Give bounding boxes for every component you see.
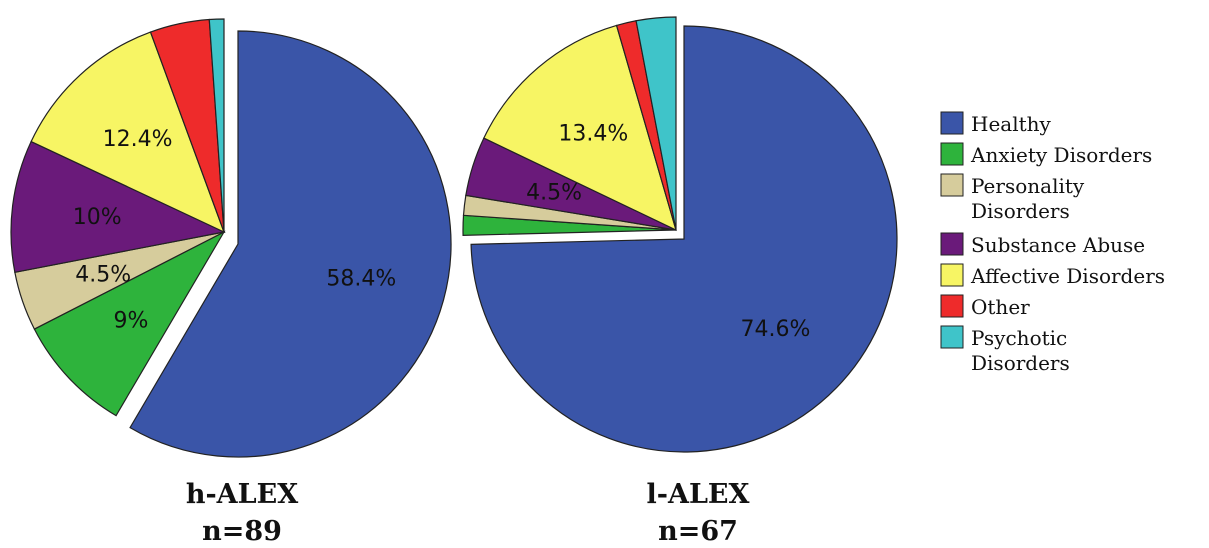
legend-label-healthy: Healthy — [971, 112, 1052, 136]
legend-swatch-other — [940, 294, 964, 318]
legend-label-affective: Affective Disorders — [970, 264, 1165, 288]
legend-label-anxiety: Anxiety Disorders — [970, 143, 1152, 167]
pie-slice-h-alex-healthy — [129, 30, 452, 458]
slice-label-h-alex-affective-disorders: 12.4% — [103, 127, 173, 152]
legend-swatch-substance — [940, 232, 964, 256]
slice-label-l-alex-substance-abuse: 4.5% — [526, 181, 582, 206]
pie-slice-h-alex-substance-abuse — [10, 140, 226, 273]
pie-slice-h-alex-anxiety-disorders — [33, 230, 226, 417]
legend-swatch-psychotic — [940, 325, 964, 349]
legend-label-psychotic-line-1: Psychotic — [971, 326, 1067, 350]
slice-label-h-alex-personality-disorders: 4.5% — [75, 263, 131, 288]
pie-title-h-alex: h-ALEX — [186, 479, 298, 510]
pie-slice-l-alex-healthy — [470, 25, 898, 453]
pie-h-alex: 58.4% 9% 4.5% 10% 12.4% — [10, 18, 452, 458]
pie-l-alex: 74.6% 4.5% 13.4% — [462, 16, 898, 453]
legend-label-personality-line-2: Disorders — [971, 199, 1070, 223]
pie-title-l-alex: l-ALEX — [647, 479, 750, 510]
legend-label-substance: Substance Abuse — [971, 233, 1145, 257]
pie-slice-h-alex-psychotic-disorders — [208, 18, 225, 233]
slice-label-h-alex-substance-abuse: 10% — [73, 205, 122, 230]
pie-slice-l-alex-psychotic-disorders — [635, 16, 677, 231]
pie-subtitle-l-alex: n=67 — [658, 516, 738, 547]
legend-swatch-healthy — [940, 111, 964, 135]
legend-swatch-affective — [940, 263, 964, 287]
legend-swatch-anxiety — [940, 142, 964, 166]
pie-subtitle-h-alex: n=89 — [202, 516, 282, 547]
slice-label-h-alex-anxiety-disorders: 9% — [114, 309, 149, 334]
legend-label-personality-line-1: Personality — [971, 174, 1085, 198]
legend-label-other: Other — [971, 295, 1030, 319]
slice-label-h-alex-healthy: 58.4% — [326, 267, 396, 292]
legend-swatch-personality — [940, 173, 964, 197]
slice-label-l-alex-affective-disorders: 13.4% — [558, 122, 628, 147]
slice-label-l-alex-healthy: 74.6% — [741, 317, 811, 342]
pie-slice-l-alex-affective-disorders — [483, 24, 677, 232]
pie-slice-h-alex-affective-disorders — [30, 31, 226, 234]
legend-label-psychotic-line-2: Disorders — [971, 351, 1070, 375]
